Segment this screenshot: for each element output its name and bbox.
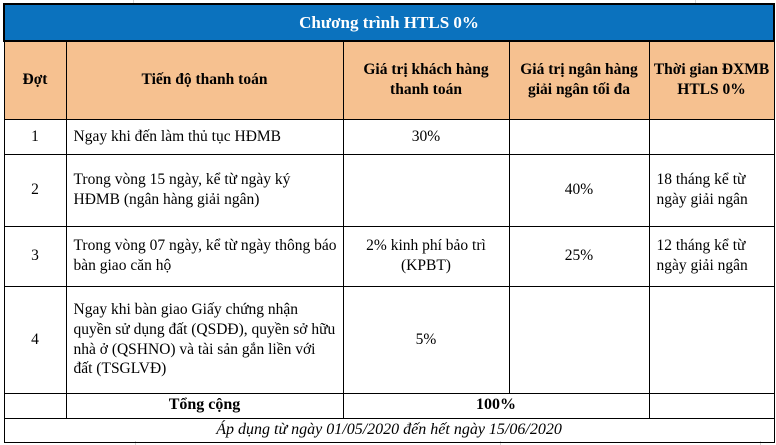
spreadsheet-gridline bbox=[135, 441, 136, 445]
cell-ngan-hang bbox=[508, 285, 650, 394]
validity-note: Áp dụng từ ngày 01/05/2020 đến hết ngày … bbox=[3, 417, 775, 443]
cell-thoi-gian bbox=[648, 285, 775, 394]
table-title: Chương trình HTLS 0% bbox=[2, 3, 776, 42]
cell-tien-do: Trong vòng 15 ngày, kể từ ngày ký HĐMB (… bbox=[65, 153, 344, 227]
column-header-ngan-hang: Giá trị ngân hàng giải ngân tối đa bbox=[508, 40, 650, 120]
table-row: 4 Ngay khi bàn giao Giấy chứng nhận quyề… bbox=[3, 285, 775, 394]
spreadsheet-gridline bbox=[133, 0, 134, 3]
column-header-dot: Đợt bbox=[3, 40, 67, 120]
table-row: 1 Ngay khi đến làm thủ tục HĐMB 30% bbox=[3, 118, 775, 155]
cell-thoi-gian bbox=[648, 118, 775, 155]
column-header-khach-hang: Giá trị khách hàng thanh toán bbox=[342, 40, 510, 120]
cell-khach-hang: 2% kinh phí bảo trì (KPBT) bbox=[342, 225, 510, 287]
title-row: Chương trình HTLS 0% bbox=[2, 3, 776, 42]
spreadsheet-gridline bbox=[760, 441, 761, 445]
cell-ngan-hang bbox=[508, 118, 650, 155]
empty-cell bbox=[3, 392, 67, 419]
cell-tien-do: Ngay khi đến làm thủ tục HĐMB bbox=[65, 118, 344, 155]
cell-tien-do: Ngay khi bàn giao Giấy chứng nhận quyền … bbox=[65, 285, 344, 394]
table-row: 2 Trong vòng 15 ngày, kể từ ngày ký HĐMB… bbox=[3, 153, 775, 227]
column-header-thoi-gian: Thời gian ĐXMB HTLS 0% bbox=[648, 40, 775, 120]
cell-dot: 2 bbox=[3, 153, 67, 227]
cell-khach-hang: 30% bbox=[342, 118, 510, 155]
spreadsheet-gridline bbox=[695, 0, 696, 3]
table-row: 3 Trong vòng 07 ngày, kể từ ngày thông b… bbox=[3, 225, 775, 287]
payment-schedule-table: Chương trình HTLS 0% Đợt Tiến độ thanh t… bbox=[2, 3, 776, 443]
cell-ngan-hang: 40% bbox=[508, 153, 650, 227]
total-row: Tổng cộng 100% bbox=[3, 392, 775, 419]
cell-thoi-gian: 18 tháng kể từ ngày giải ngân bbox=[648, 153, 775, 227]
cell-dot: 1 bbox=[3, 118, 67, 155]
column-header-tien-do: Tiến độ thanh toán bbox=[65, 40, 344, 120]
cell-dot: 3 bbox=[3, 225, 67, 287]
cell-tien-do: Trong vòng 07 ngày, kể từ ngày thông báo… bbox=[65, 225, 344, 287]
cell-dot: 4 bbox=[3, 285, 67, 394]
cell-thoi-gian: 12 tháng kể từ ngày giải ngân bbox=[648, 225, 775, 287]
total-label: Tổng cộng bbox=[65, 392, 344, 419]
footer-row: Áp dụng từ ngày 01/05/2020 đến hết ngày … bbox=[3, 417, 775, 443]
total-value: 100% bbox=[342, 392, 650, 419]
cell-khach-hang bbox=[342, 153, 510, 227]
empty-cell bbox=[648, 392, 775, 419]
spreadsheet-gridline bbox=[500, 441, 501, 445]
header-row: Đợt Tiến độ thanh toán Giá trị khách hàn… bbox=[3, 40, 775, 120]
cell-ngan-hang: 25% bbox=[508, 225, 650, 287]
cell-khach-hang: 5% bbox=[342, 285, 510, 394]
